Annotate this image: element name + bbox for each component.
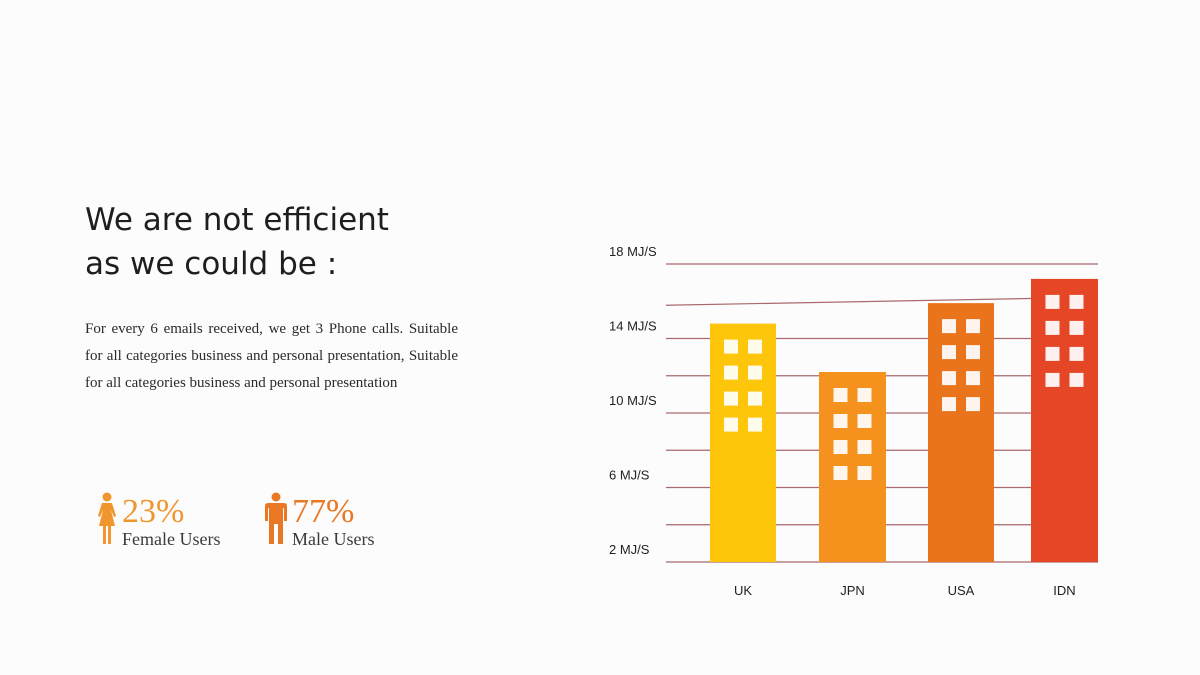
bar-window: [942, 345, 956, 360]
bar-window: [1069, 294, 1084, 309]
bar-window: [966, 345, 980, 360]
page-title: We are not efficient as we could be :: [85, 198, 505, 286]
bar-window: [966, 397, 980, 412]
description-text: For every 6 emails received, we get 3 Ph…: [85, 321, 458, 391]
bar-window: [942, 397, 956, 412]
bar-window: [833, 414, 848, 429]
bar-window: [748, 391, 762, 406]
bar-window: [857, 414, 872, 429]
bar-window: [1069, 346, 1084, 361]
bar-chart: 18 MJ/S 14 MJ/S 10 MJ/S 6 MJ/S 2 MJ/S UK JPN US…: [609, 244, 1099, 598]
bar-window: [857, 466, 872, 481]
bar-usa: [928, 303, 994, 562]
bar-window: [724, 417, 738, 432]
y-tick-label: 14 MJ/S: [609, 319, 657, 334]
bar-window: [1045, 320, 1060, 335]
y-tick-label: 2 MJ/S: [609, 542, 650, 557]
x-tick-label: JPN: [840, 583, 865, 598]
bar-window: [1045, 346, 1060, 361]
bar-uk: [710, 323, 776, 562]
bar-window: [833, 388, 848, 403]
bar-window: [942, 319, 956, 334]
y-tick-label: 18 MJ/S: [609, 244, 657, 259]
bar-window: [966, 371, 980, 386]
male-users-label: Male Users: [292, 529, 375, 549]
bar-window: [1069, 372, 1084, 387]
bar-window: [942, 371, 956, 386]
bar-window: [833, 440, 848, 455]
x-tick-label: USA: [948, 583, 975, 598]
x-tick-label: UK: [734, 583, 752, 598]
bar-window: [1045, 294, 1060, 309]
y-tick-label: 10 MJ/S: [609, 393, 657, 408]
bar-window: [748, 417, 762, 432]
bar-window: [857, 440, 872, 455]
bar-window: [724, 365, 738, 380]
bar-window: [857, 388, 872, 403]
bar-window: [724, 339, 738, 354]
bar-window: [748, 339, 762, 354]
bar-window: [1069, 320, 1084, 335]
gridline: [665, 296, 1099, 306]
bar-idn: [1031, 278, 1098, 562]
female-person-icon: [98, 492, 116, 544]
bar-jpn: [819, 372, 886, 562]
male-users-percent: 77%: [292, 493, 355, 530]
bar-window: [1045, 372, 1060, 387]
bar-window: [724, 391, 738, 406]
bar-window: [833, 466, 848, 481]
female-users-label: Female Users: [122, 529, 221, 549]
male-person-icon: [265, 492, 287, 544]
title-line-2: as we could be :: [85, 246, 338, 282]
bar-window: [966, 319, 980, 334]
y-tick-label: 6 MJ/S: [609, 468, 650, 483]
bar-window: [748, 365, 762, 380]
title-line-1: We are not efficient: [85, 202, 389, 238]
female-users-percent: 23%: [122, 493, 185, 530]
x-tick-label: IDN: [1053, 583, 1075, 598]
